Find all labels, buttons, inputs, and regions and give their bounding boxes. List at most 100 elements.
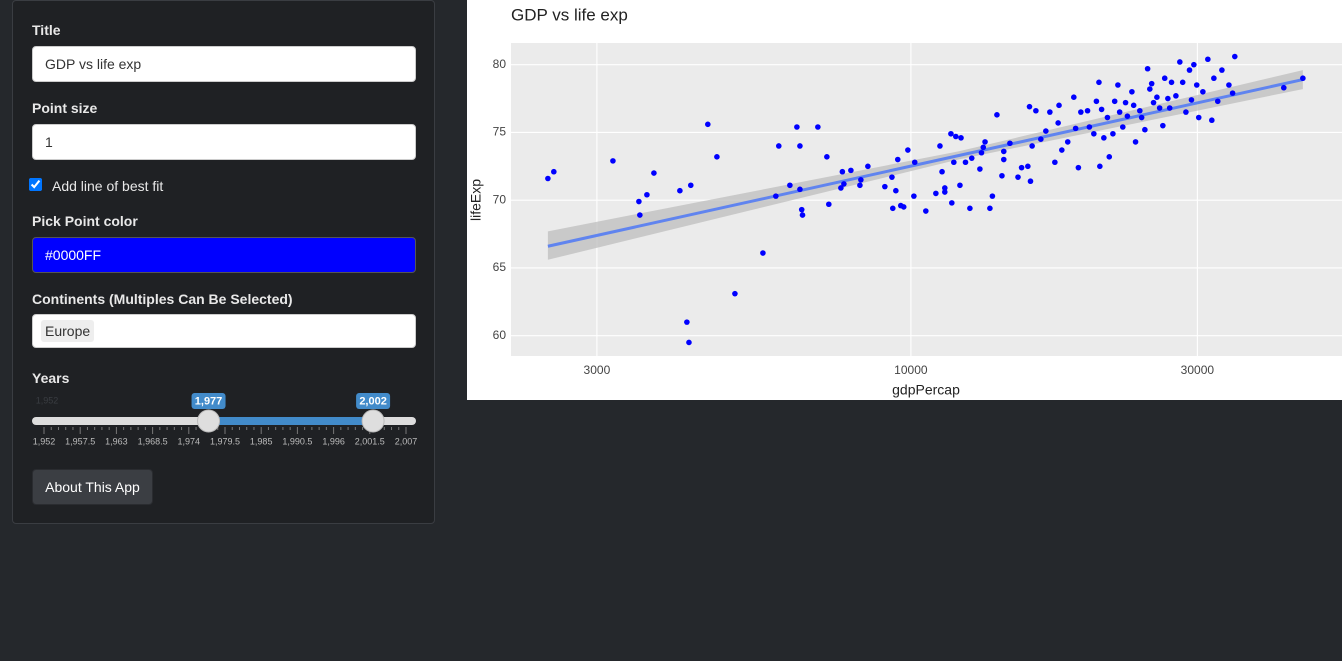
- data-point: [923, 208, 929, 214]
- data-point: [1098, 106, 1105, 113]
- data-point: [1193, 82, 1200, 88]
- y-tick-label: 70: [493, 192, 507, 206]
- data-point: [1116, 109, 1123, 115]
- data-point: [1052, 159, 1058, 166]
- slider-tick-label: 2,001.5: [355, 436, 385, 446]
- data-point: [857, 182, 863, 189]
- field-label: Point size: [32, 100, 98, 116]
- data-point: [1186, 67, 1193, 73]
- data-point: [1055, 120, 1061, 126]
- data-point: [1124, 113, 1131, 119]
- data-point: [1229, 90, 1236, 96]
- data-point: [1138, 114, 1145, 121]
- data-point: [797, 186, 803, 193]
- color-input[interactable]: #0000FF: [32, 237, 416, 273]
- data-point: [787, 182, 793, 189]
- data-point: [951, 159, 957, 166]
- data-point: [1280, 84, 1287, 91]
- slider-tick-label: 1,979.5: [210, 436, 240, 446]
- data-point: [1084, 107, 1091, 114]
- data-point: [1168, 79, 1175, 86]
- data-point: [1056, 102, 1062, 109]
- fit-checkbox[interactable]: [29, 178, 42, 191]
- data-point: [1166, 105, 1173, 111]
- data-point: [1007, 140, 1013, 147]
- data-point: [1015, 174, 1021, 180]
- data-point: [957, 182, 963, 189]
- data-point: [1047, 109, 1053, 115]
- plot-panel: [511, 43, 1342, 356]
- data-point: [1219, 67, 1225, 73]
- data-point: [1200, 88, 1206, 95]
- data-point: [1091, 130, 1097, 137]
- slider-handle[interactable]: [361, 409, 385, 433]
- data-point: [1111, 98, 1118, 105]
- data-point: [687, 182, 694, 189]
- slider-tick-label: 1,952: [33, 436, 56, 446]
- size-input[interactable]: 1: [32, 124, 416, 160]
- data-point: [987, 205, 993, 212]
- data-point: [1027, 178, 1034, 185]
- data-point: [1075, 164, 1082, 171]
- data-point: [1000, 148, 1007, 155]
- data-point: [1130, 102, 1137, 109]
- data-point: [1205, 56, 1211, 63]
- slider-min-label: 1,952: [36, 395, 59, 405]
- data-point: [942, 185, 948, 191]
- data-point: [775, 143, 782, 149]
- data-point: [967, 205, 973, 212]
- data-point: [1147, 86, 1153, 92]
- slider-tick-label: 1,974: [178, 436, 201, 446]
- data-point: [937, 143, 943, 149]
- data-point: [911, 159, 918, 166]
- data-point: [968, 155, 975, 161]
- data-point: [1191, 61, 1197, 68]
- slider-badge: [191, 393, 226, 409]
- slider-tick-label: 1,963: [105, 436, 128, 446]
- data-point: [824, 154, 830, 160]
- data-point: [1101, 135, 1107, 141]
- data-point: [999, 172, 1005, 179]
- about-button[interactable]: About This App: [32, 469, 153, 505]
- data-point: [1156, 105, 1163, 111]
- slider-range: [208, 417, 374, 425]
- data-point: [1071, 94, 1077, 100]
- years-slider[interactable]: 1,952 1,952 1,957.5 1,963 1,968.5 1,974 1,979.…: [0, 390, 436, 460]
- slider-handle[interactable]: [197, 409, 221, 433]
- selected-tag[interactable]: Europe: [41, 320, 95, 342]
- continents-select[interactable]: Europe: [32, 314, 416, 348]
- data-point: [1183, 109, 1189, 115]
- data-point: [760, 250, 766, 256]
- data-point: [948, 130, 954, 137]
- data-point: [815, 124, 821, 130]
- data-point: [1059, 147, 1065, 153]
- data-point: [1072, 125, 1079, 132]
- data-point: [684, 319, 690, 325]
- data-point: [939, 168, 945, 175]
- slider-value-label: 1,977: [195, 395, 223, 407]
- data-point: [705, 121, 711, 128]
- data-point: [900, 204, 907, 210]
- data-point: [773, 193, 779, 199]
- data-point: [1148, 80, 1155, 87]
- data-point: [826, 201, 832, 208]
- fit-line: [547, 78, 1304, 248]
- data-point: [952, 133, 959, 140]
- field-label: Years: [32, 370, 70, 386]
- title-input[interactable]: GDP vs life exp: [32, 46, 416, 82]
- data-point: [1064, 139, 1071, 145]
- slider-badge: [356, 393, 391, 409]
- data-point: [1078, 109, 1084, 115]
- data-point: [977, 166, 983, 172]
- data-point: [798, 206, 805, 213]
- data-point: [636, 198, 642, 205]
- field-label: Continents (Multiples Can Be Selected): [32, 291, 293, 307]
- data-point: [1211, 75, 1217, 82]
- data-point: [933, 190, 939, 197]
- data-point: [962, 159, 969, 166]
- data-point: [1226, 82, 1232, 88]
- data-point: [1144, 65, 1151, 72]
- data-point: [610, 158, 616, 164]
- data-point: [882, 183, 888, 190]
- data-point: [1097, 163, 1103, 170]
